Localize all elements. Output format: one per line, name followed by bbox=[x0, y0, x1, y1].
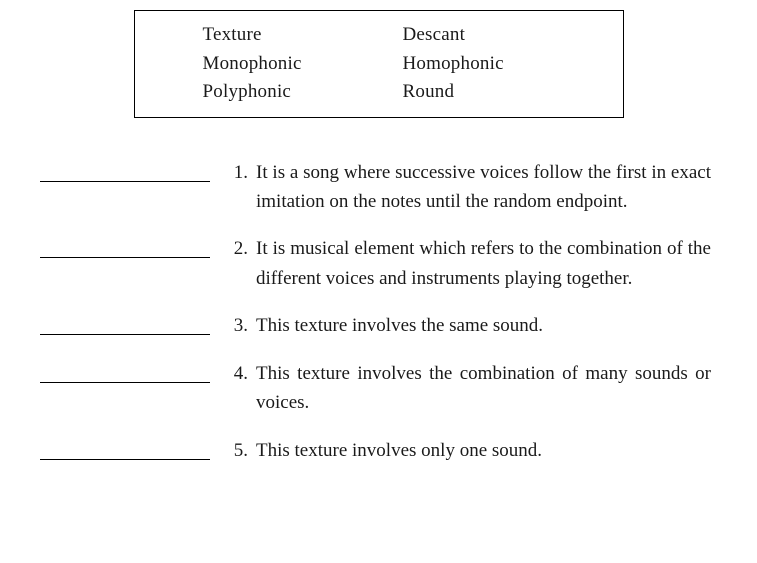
word-bank-term: Homophonic bbox=[403, 50, 603, 79]
question-number: 4. bbox=[222, 359, 256, 388]
question-item: 2. It is musical element which refers to… bbox=[40, 234, 717, 293]
question-item: 3. This texture involves the same sound. bbox=[40, 311, 717, 340]
question-text: This texture involves only one sound. bbox=[256, 436, 717, 465]
word-bank-row: Monophonic Homophonic bbox=[203, 50, 603, 79]
question-number: 1. bbox=[222, 158, 256, 187]
word-bank-term: Monophonic bbox=[203, 50, 403, 79]
question-text: This texture involves the combination of… bbox=[256, 359, 717, 418]
question-list: 1. It is a song where successive voices … bbox=[40, 158, 717, 466]
question-text: This texture involves the same sound. bbox=[256, 311, 717, 340]
word-bank-box: Texture Descant Monophonic Homophonic Po… bbox=[134, 10, 624, 118]
word-bank-term: Round bbox=[403, 78, 603, 107]
answer-blank[interactable] bbox=[40, 315, 210, 335]
answer-blank[interactable] bbox=[40, 238, 210, 258]
question-item: 1. It is a song where successive voices … bbox=[40, 158, 717, 217]
word-bank-term: Polyphonic bbox=[203, 78, 403, 107]
word-bank-term: Texture bbox=[203, 21, 403, 50]
answer-blank[interactable] bbox=[40, 363, 210, 383]
question-number: 2. bbox=[222, 234, 256, 263]
answer-blank[interactable] bbox=[40, 440, 210, 460]
worksheet-page: Texture Descant Monophonic Homophonic Po… bbox=[0, 0, 757, 563]
question-number: 5. bbox=[222, 436, 256, 465]
question-item: 4. This texture involves the combination… bbox=[40, 359, 717, 418]
word-bank-row: Texture Descant bbox=[203, 21, 603, 50]
question-text: It is musical element which refers to th… bbox=[256, 234, 717, 293]
word-bank-row: Polyphonic Round bbox=[203, 78, 603, 107]
answer-blank[interactable] bbox=[40, 162, 210, 182]
question-item: 5. This texture involves only one sound. bbox=[40, 436, 717, 465]
question-number: 3. bbox=[222, 311, 256, 340]
question-text: It is a song where successive voices fol… bbox=[256, 158, 717, 217]
word-bank-term: Descant bbox=[403, 21, 603, 50]
